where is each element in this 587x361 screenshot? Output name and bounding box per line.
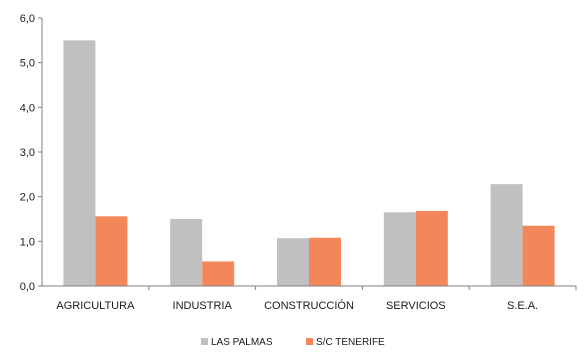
bar-las-palmas-3 [383, 212, 416, 286]
y-tick-label: 0,0 [20, 281, 35, 293]
y-tick-label: 3,0 [20, 147, 35, 159]
x-category-label: CONSTRUCCIÓN [264, 299, 354, 312]
y-axis: 0,0 1,0 2,0 3,0 4,0 5,0 6,0 [20, 13, 43, 293]
bar-s-c-tenerife-4 [522, 225, 555, 286]
legend-swatch [306, 338, 313, 345]
x-category-label: AGRICULTURA [56, 300, 135, 312]
x-axis: AGRICULTURA INDUSTRIA CONSTRUCCIÓN SERVICIO… [42, 285, 577, 312]
legend-label: S/C TENERIFE [316, 337, 385, 348]
x-category-label: S.E.A. [507, 300, 538, 312]
bar-s-c-tenerife-2 [309, 237, 341, 286]
x-category-label: INDUSTRIA [173, 300, 233, 312]
bar-las-palmas-0 [63, 40, 96, 287]
bar-s-c-tenerife-1 [202, 261, 235, 286]
bar-las-palmas-1 [170, 219, 203, 286]
y-tick-label: 1,0 [20, 236, 35, 248]
bar-s-c-tenerife-0 [95, 216, 128, 286]
bar-s-c-tenerife-3 [415, 210, 448, 286]
y-tick-label: 4,0 [20, 102, 35, 114]
bar-las-palmas-2 [277, 238, 309, 286]
y-tick-label: 2,0 [20, 192, 35, 204]
x-category-label: SERVICIOS [386, 300, 446, 312]
y-tick-label: 5,0 [20, 58, 35, 70]
bar-las-palmas-4 [490, 184, 523, 286]
bars [63, 40, 555, 287]
legend: LAS PALMAS S/C TENERIFE [201, 337, 385, 348]
legend-swatch [201, 338, 208, 345]
y-tick-label: 6,0 [20, 13, 35, 25]
legend-label: LAS PALMAS [211, 337, 273, 348]
